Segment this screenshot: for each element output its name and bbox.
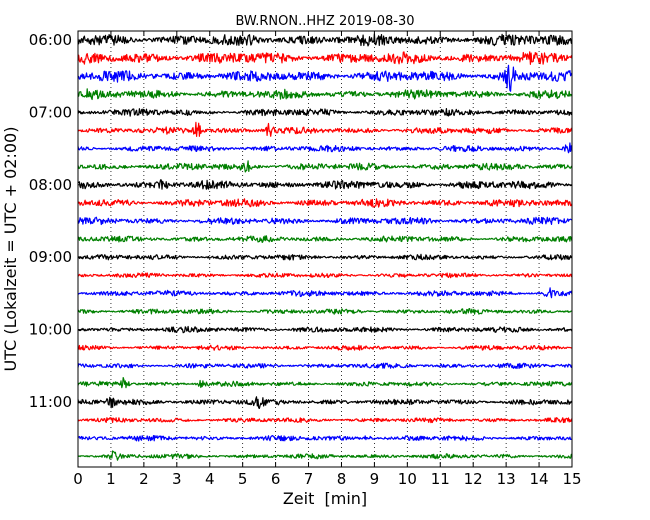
y-tick-label-07:00: 07:00 (29, 103, 72, 121)
x-tick-label-8: 8 (337, 470, 347, 488)
trace-08:00 (77, 179, 573, 190)
trace-09:45 (77, 308, 573, 315)
y-tick-label-10:00: 10:00 (29, 321, 72, 339)
x-tick-label-5: 5 (238, 470, 248, 488)
chart-title: BW.RNON..HHZ 2019-08-30 (235, 14, 414, 29)
trace-08:30 (77, 216, 573, 226)
trace-11:30 (77, 435, 573, 442)
trace-07:15 (77, 121, 573, 137)
x-axis: 0 1 2 3 4 5 6 7 8 9 10 11 12 13 14 15 (73, 31, 582, 488)
trace-11:00 (77, 396, 573, 409)
y-axis: 06:00 07:00 08:00 09:00 10:00 11:00 (29, 31, 572, 411)
trace-10:45 (77, 377, 573, 389)
seismic-traces (77, 33, 573, 461)
x-tick-label-11: 11 (431, 470, 450, 488)
y-tick-label-06:00: 06:00 (29, 31, 72, 49)
trace-10:30 (77, 362, 573, 370)
x-tick-label-6: 6 (271, 470, 281, 488)
x-tick-label-13: 13 (497, 470, 516, 488)
trace-09:00 (77, 253, 573, 261)
x-tick-label-9: 9 (370, 470, 380, 488)
trace-09:15 (77, 272, 573, 279)
trace-08:45 (77, 235, 573, 243)
x-tick-label-2: 2 (139, 470, 149, 488)
trace-07:00 (77, 108, 573, 117)
trace-06:15 (77, 51, 573, 65)
trace-06:45 (77, 88, 573, 101)
x-tick-label-12: 12 (464, 470, 483, 488)
y-tick-label-11:00: 11:00 (29, 393, 72, 411)
plot-frame (77, 30, 573, 468)
x-tick-label-0: 0 (73, 470, 83, 488)
trace-10:15 (78, 344, 573, 351)
x-tick-label-15: 15 (562, 470, 581, 488)
x-tick-label-10: 10 (398, 470, 417, 488)
y-axis-label: UTC (Lokalzeit = UTC + 02:00) (1, 127, 20, 372)
trace-06:00 (77, 33, 573, 47)
x-tick-label-7: 7 (304, 470, 314, 488)
x-tick-label-1: 1 (106, 470, 116, 488)
y-tick-label-08:00: 08:00 (29, 176, 72, 194)
y-tick-label-09:00: 09:00 (29, 248, 72, 266)
trace-11:15 (77, 417, 573, 424)
trace-10:00 (77, 325, 573, 334)
trace-11:45 (77, 450, 573, 461)
x-tick-label-4: 4 (205, 470, 215, 488)
x-tick-label-14: 14 (530, 470, 549, 488)
trace-06:30 (77, 64, 573, 92)
trace-07:45 (77, 160, 573, 173)
trace-08:15 (77, 198, 573, 208)
grid-lines (110, 31, 540, 467)
trace-07:30 (77, 142, 573, 154)
trace-09:30 (77, 287, 573, 299)
x-tick-label-3: 3 (172, 470, 182, 488)
x-axis-label: Zeit [min] (283, 489, 367, 508)
